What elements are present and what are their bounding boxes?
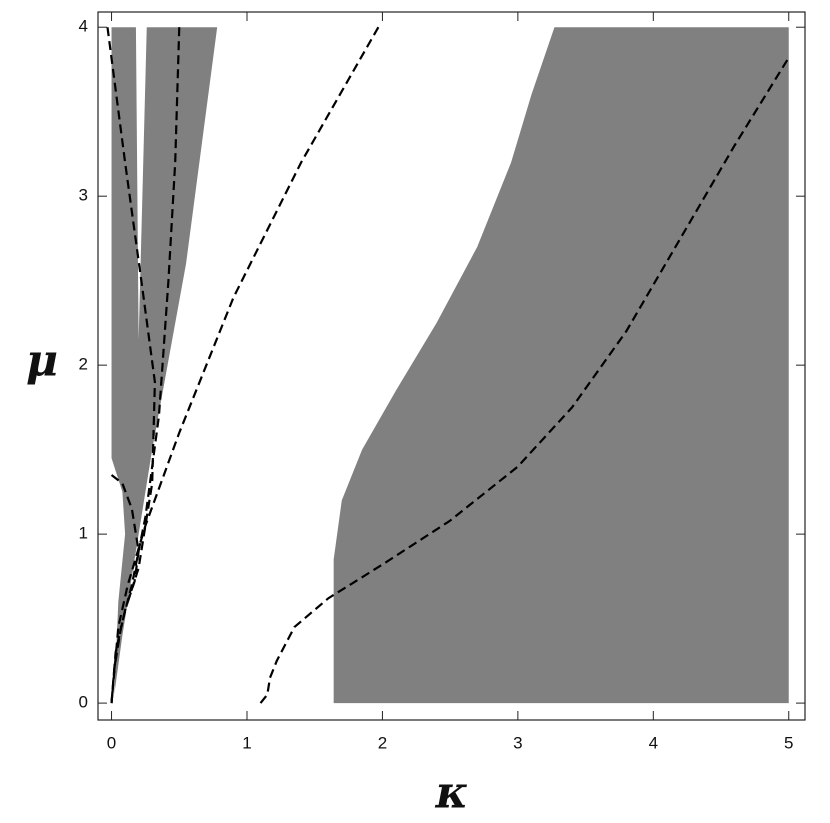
x-tick-label: 1 xyxy=(242,733,251,752)
x-tick-label: 5 xyxy=(784,733,793,752)
y-tick-label: 0 xyxy=(79,693,88,712)
dashed-curve xyxy=(110,27,181,704)
dashed-curve xyxy=(106,27,156,704)
dashed-curve xyxy=(110,474,140,603)
y-tick-label: 2 xyxy=(79,355,88,374)
y-tick-label: 3 xyxy=(79,186,88,205)
x-tick-label: 2 xyxy=(378,733,387,752)
y-tick-label: 1 xyxy=(79,524,88,543)
x-tick-label: 0 xyxy=(107,733,116,752)
plot-frame xyxy=(97,11,806,721)
y-tick-label: 4 xyxy=(79,17,88,36)
dashed-curve xyxy=(259,57,790,704)
shaded-region xyxy=(111,27,218,695)
x-axis-label: κ xyxy=(435,768,469,819)
x-tick-label: 3 xyxy=(513,733,522,752)
dashed-curve xyxy=(110,26,380,704)
x-tick-label: 4 xyxy=(649,733,658,752)
shaded-region xyxy=(333,27,789,704)
y-axis-label: μ xyxy=(26,336,58,387)
